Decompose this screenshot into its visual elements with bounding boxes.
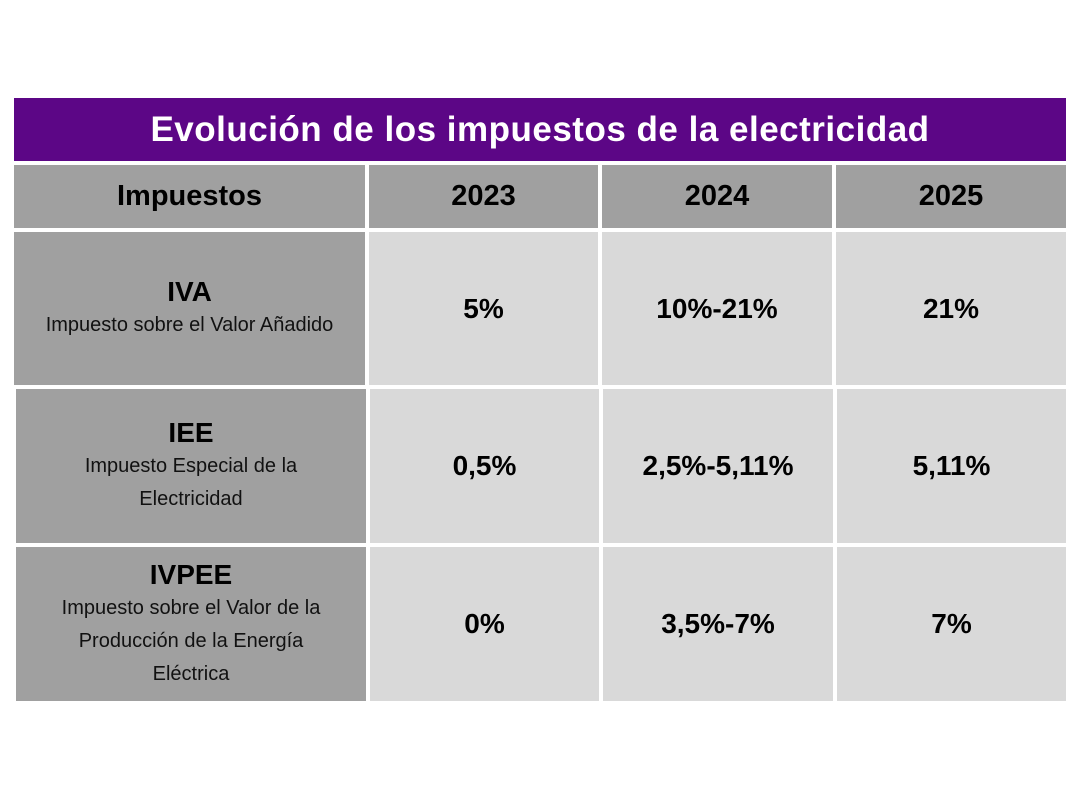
value-ivpee-2025: 7% [837,547,1066,701]
header-2025: 2025 [836,165,1066,228]
header-2023: 2023 [369,165,598,228]
value-ivpee-2023: 0% [370,547,599,701]
tax-abbreviation: IEE [168,417,214,448]
table-row-label-iee: IEE Impuesto Especial de la Electricidad [16,389,366,543]
tax-full-name: Impuesto Especial de la Electricidad [84,455,298,510]
table-row-label-iva: IVA Impuesto sobre el Valor Añadido [14,232,365,385]
tax-full-name: Impuesto sobre el Valor Añadido [45,314,334,336]
table-row-label-ivpee: IVPEE Impuesto sobre el Valor de la Prod… [16,547,366,701]
value-iva-2023: 5% [369,232,598,385]
header-impuestos: Impuestos [14,165,365,228]
value-iee-2024: 2,5%-5,11% [603,389,833,543]
tax-full-name: Impuesto sobre el Valor de la Producción… [61,596,321,685]
value-ivpee-2024: 3,5%-7% [603,547,833,701]
value-iee-2025: 5,11% [837,389,1066,543]
table-title: Evolución de los impuestos de la electri… [14,98,1066,161]
tax-abbreviation: IVPEE [149,558,233,590]
header-2024: 2024 [602,165,832,228]
tax-abbreviation: IVA [167,276,212,307]
value-iva-2025: 21% [836,232,1066,385]
value-iee-2023: 0,5% [370,389,599,543]
value-iva-2024: 10%-21% [602,232,832,385]
